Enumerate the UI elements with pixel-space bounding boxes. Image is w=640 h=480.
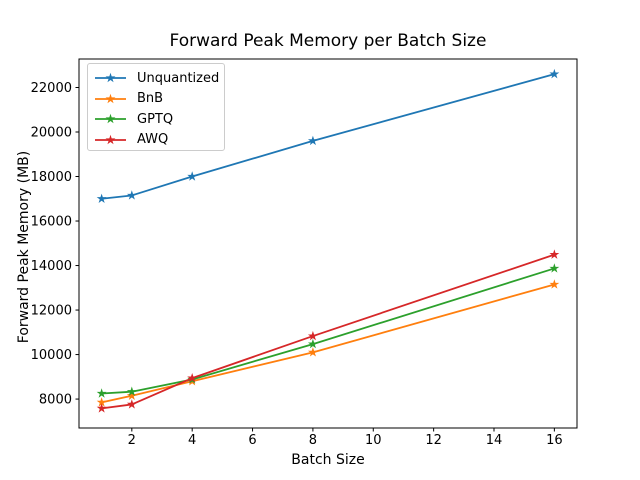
chart-title: Forward Peak Memory per Batch Size (169, 31, 487, 51)
data-point-marker-awq (187, 372, 198, 383)
y-tick-label: 22000 (31, 81, 72, 96)
y-tick-label: 14000 (31, 259, 72, 274)
x-tick-label: 2 (128, 433, 136, 448)
legend-item-unquantized: Unquantized (88, 68, 224, 89)
data-point-marker-gptq (307, 338, 318, 349)
legend: Unquantized BnB GPTQ AWQ (87, 63, 225, 151)
data-point-marker-bnb (96, 397, 107, 407)
y-tick-label: 18000 (31, 170, 72, 185)
x-tick-label: 16 (546, 433, 563, 448)
legend-label: BnB (137, 91, 164, 107)
data-point-marker-gptq (126, 386, 137, 396)
data-point-marker-unquantized (187, 171, 198, 181)
legend-line-marker-icon (95, 93, 126, 103)
legend-line-marker-icon (95, 73, 126, 83)
data-point-marker-unquantized (549, 68, 560, 79)
legend-label: AWQ (137, 132, 169, 148)
y-tick-label: 10000 (31, 348, 72, 363)
data-point-marker-unquantized (307, 135, 318, 146)
data-point-marker-awq (126, 399, 137, 409)
legend-label: GPTQ (137, 111, 174, 127)
legend-line-marker-icon (95, 134, 126, 144)
legend-item-gptq: GPTQ (88, 109, 224, 130)
series-line-awq (101, 253, 555, 410)
plot-frame (78, 58, 578, 429)
x-tick-label: 6 (248, 433, 256, 448)
legend-label: Unquantized (137, 70, 220, 86)
data-point-marker-bnb (549, 279, 560, 289)
data-point-marker-gptq (96, 388, 107, 398)
x-axis-label: Batch Size (291, 452, 365, 468)
data-point-marker-unquantized (126, 190, 137, 200)
data-point-marker-awq (96, 403, 107, 413)
y-tick-label: 20000 (31, 125, 72, 140)
x-tick-label: 8 (309, 433, 317, 448)
x-tick-label: 10 (365, 433, 382, 448)
y-tick-label: 16000 (31, 215, 72, 230)
y-tick-label: 8000 (39, 393, 72, 408)
legend-item-bnb: BnB (88, 89, 224, 110)
data-point-marker-awq (307, 330, 318, 341)
data-point-marker-awq (549, 249, 560, 259)
data-point-marker-bnb (126, 390, 137, 400)
y-tick-label: 12000 (31, 304, 72, 319)
x-tick-label: 4 (188, 433, 196, 448)
data-point-marker-bnb (307, 347, 318, 357)
data-point-marker-gptq (549, 263, 560, 273)
legend-item-awq: AWQ (88, 130, 224, 151)
legend-line-marker-icon (95, 114, 126, 124)
x-tick-label: 12 (425, 433, 442, 448)
x-tick-label: 14 (486, 433, 503, 448)
data-point-marker-unquantized (96, 193, 107, 203)
